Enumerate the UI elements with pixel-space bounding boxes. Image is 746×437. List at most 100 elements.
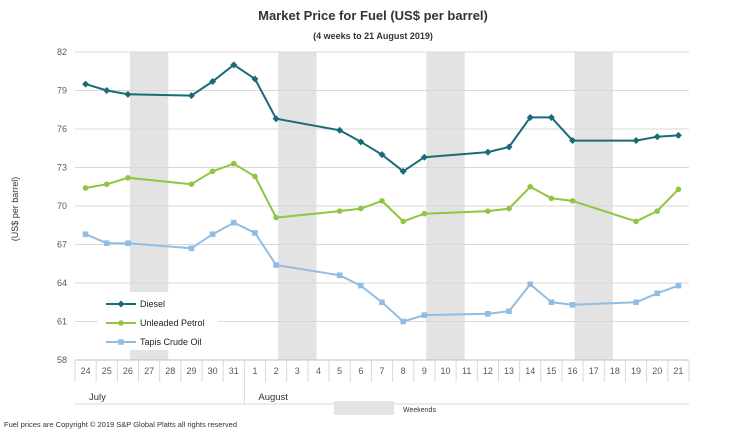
data-point-tapis-crude-oil — [527, 281, 534, 288]
x-tick-label: 17 — [589, 366, 599, 376]
data-point-unleaded-petrol — [379, 198, 385, 204]
data-point-unleaded-petrol — [421, 210, 428, 217]
series-diesel — [82, 61, 682, 175]
x-tick-label: 29 — [186, 366, 196, 376]
y-tick-label: 73 — [57, 163, 67, 173]
x-tick-label: 3 — [295, 366, 300, 376]
x-tick-label: 10 — [441, 366, 451, 376]
data-point-tapis-crude-oil — [230, 219, 237, 226]
x-tick-label: 26 — [123, 366, 133, 376]
x-tick-label: 12 — [483, 366, 493, 376]
month-label: August — [258, 392, 288, 403]
data-point-unleaded-petrol — [273, 214, 279, 221]
data-point-diesel — [357, 138, 365, 146]
data-point-unleaded-petrol — [654, 208, 661, 214]
legend-label-tapis-crude-oil: Tapis Crude Oil — [140, 337, 202, 347]
y-tick-label: 61 — [57, 317, 67, 327]
legend-marker-diesel — [117, 300, 125, 308]
x-tick-label: 5 — [337, 366, 342, 376]
x-tick-label: 9 — [422, 366, 427, 376]
data-point-unleaded-petrol — [485, 208, 491, 214]
data-point-unleaded-petrol — [125, 174, 131, 181]
x-tick-label: 7 — [379, 366, 384, 376]
x-tick-label: 13 — [504, 366, 514, 376]
data-point-diesel — [632, 137, 640, 145]
x-tick-label: 15 — [546, 366, 556, 376]
data-point-unleaded-petrol — [209, 168, 216, 175]
data-point-tapis-crude-oil — [633, 299, 639, 306]
weekend-key-swatch — [334, 401, 394, 415]
legend: Diesel Unleaded Petrol Tapis Crude Oil — [98, 292, 218, 350]
data-point-unleaded-petrol — [103, 181, 110, 187]
data-point-unleaded-petrol — [506, 205, 512, 212]
y-tick-label: 67 — [57, 240, 67, 250]
y-tick-label: 64 — [57, 278, 67, 288]
data-point-diesel — [526, 113, 534, 121]
data-point-unleaded-petrol — [230, 160, 237, 167]
data-point-diesel — [187, 92, 195, 100]
data-point-tapis-crude-oil — [421, 312, 428, 318]
x-tick-label: 27 — [144, 366, 154, 376]
data-point-tapis-crude-oil — [125, 240, 131, 247]
x-tick-label: 31 — [229, 366, 239, 376]
data-point-diesel — [209, 78, 217, 86]
data-point-unleaded-petrol — [358, 205, 364, 212]
x-tick-label: 6 — [358, 366, 363, 376]
data-point-diesel — [272, 115, 280, 123]
y-tick-label: 58 — [57, 355, 67, 365]
data-point-diesel — [484, 148, 492, 156]
data-point-tapis-crude-oil — [336, 272, 343, 279]
data-point-diesel — [547, 113, 555, 121]
chart-title: Market Price for Fuel (US$ per barrel) — [258, 8, 488, 23]
data-point-tapis-crude-oil — [400, 318, 406, 325]
x-tick-label: 30 — [208, 366, 218, 376]
data-point-tapis-crude-oil — [273, 262, 279, 268]
x-tick-label: 4 — [316, 366, 321, 376]
x-tick-label: 21 — [673, 366, 683, 376]
x-tick-label: 8 — [401, 366, 406, 376]
data-point-tapis-crude-oil — [485, 311, 491, 317]
data-point-diesel — [505, 143, 513, 151]
data-point-unleaded-petrol — [527, 183, 534, 190]
legend-marker-tapis-crude-oil — [118, 339, 124, 345]
x-tick-label: 1 — [252, 366, 257, 376]
legend-label-unleaded-petrol: Unleaded Petrol — [140, 318, 205, 328]
y-axis-title: (US$ per barrel) — [10, 177, 20, 242]
copyright-note: Fuel prices are Copyright © 2019 S&P Glo… — [4, 420, 237, 429]
legend-label-diesel: Diesel — [140, 299, 165, 309]
y-tick-label: 82 — [57, 47, 67, 57]
series-unleaded-petrol — [82, 160, 682, 225]
data-point-diesel — [82, 80, 90, 88]
series-lines — [82, 61, 682, 325]
y-tick-label: 79 — [57, 86, 67, 96]
data-point-diesel — [230, 61, 238, 69]
data-point-tapis-crude-oil — [379, 299, 385, 306]
data-point-unleaded-petrol — [252, 173, 258, 180]
data-point-tapis-crude-oil — [569, 302, 576, 308]
x-tick-label: 2 — [274, 366, 279, 376]
data-point-tapis-crude-oil — [103, 240, 110, 247]
data-point-unleaded-petrol — [188, 181, 195, 187]
data-point-diesel — [420, 153, 428, 161]
data-point-tapis-crude-oil — [188, 245, 195, 252]
x-tick-label: 20 — [652, 366, 662, 376]
data-point-diesel — [674, 131, 682, 139]
weekend-key-label: Weekends — [403, 407, 436, 414]
data-point-unleaded-petrol — [569, 198, 576, 204]
data-point-tapis-crude-oil — [82, 231, 89, 238]
month-label: July — [89, 392, 106, 403]
x-tick-label: 25 — [102, 366, 112, 376]
data-point-diesel — [399, 167, 407, 175]
x-tick-label: 24 — [81, 366, 91, 376]
data-point-unleaded-petrol — [400, 218, 406, 225]
data-point-tapis-crude-oil — [506, 308, 512, 315]
axes: 24 25 26 27 28 29 30 31 1 2 3 4 5 6 7 8 9 10 11 12 13 14 15 16 1… — [74, 359, 690, 405]
data-point-diesel — [124, 90, 132, 98]
data-point-unleaded-petrol — [675, 186, 682, 193]
y-tick-label: 76 — [57, 124, 67, 134]
y-tick-label: 70 — [57, 201, 67, 211]
data-point-unleaded-petrol — [633, 218, 639, 225]
x-tick-label: 18 — [610, 366, 620, 376]
data-point-diesel — [378, 151, 386, 159]
